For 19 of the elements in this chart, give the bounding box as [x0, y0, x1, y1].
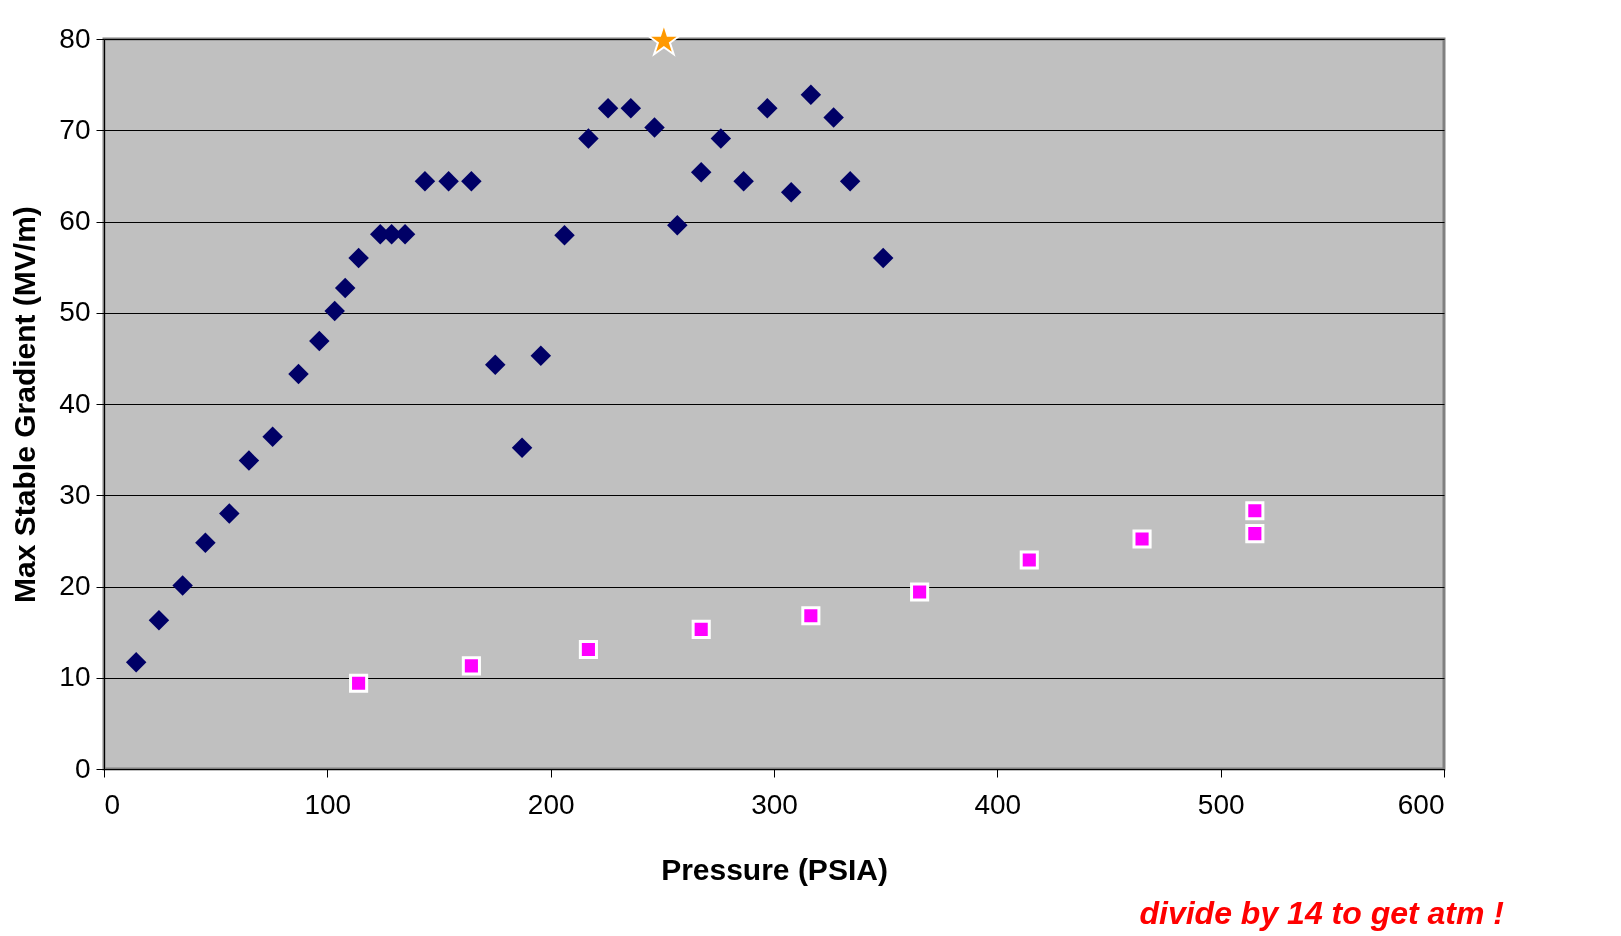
y-tick-label: 20	[59, 570, 91, 601]
x-tick-label: 300	[751, 788, 798, 820]
x-tick-label: 500	[1197, 788, 1245, 820]
y-tick-label: 60	[59, 205, 91, 236]
y-tick-label: 70	[59, 113, 91, 145]
y-axis-title: Max Stable Gradient (MV/m)	[8, 206, 42, 603]
x-tick-label: 0	[104, 788, 121, 820]
y-tick-label: 30	[59, 478, 91, 510]
x-tick-label: 100	[304, 788, 352, 820]
y-tick-label: 50	[59, 296, 91, 328]
y-tick-label: 10	[59, 661, 91, 693]
x-tick-label: 400	[974, 788, 1022, 820]
text: divide by 14 to get atm !	[1139, 895, 1505, 931]
y-tick-label: 80	[59, 22, 91, 54]
x-tick-label: 600	[1397, 788, 1445, 820]
y-tick-label: 0	[74, 752, 91, 784]
x-tick-label: 200	[527, 788, 575, 820]
x-axis-title: Pressure (PSIA)	[661, 852, 888, 886]
y-tick-label: 40	[59, 387, 91, 419]
